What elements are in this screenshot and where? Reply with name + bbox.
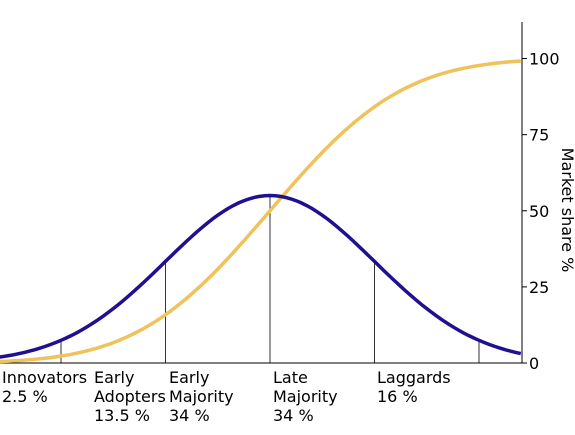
y-axis: 0 25 50 75 100 Market share % [521, 22, 575, 373]
segment-share: 2.5 % [2, 387, 48, 406]
series-lines [0, 59, 522, 364]
plot-area [0, 195, 522, 364]
y-tick-label: 50 [529, 202, 549, 221]
segment-name: Laggards [377, 368, 451, 387]
segment-name: Majority [169, 387, 234, 406]
segment-name: Majority [273, 387, 338, 406]
segment-share: 34 % [273, 406, 314, 425]
y-tick-label: 0 [529, 354, 539, 373]
segment-name: Early [169, 368, 209, 387]
cumulative-curve [0, 59, 521, 364]
segment-share: 16 % [377, 387, 418, 406]
segment-name: Innovators [2, 368, 87, 387]
y-tick-label: 75 [529, 126, 549, 145]
y-axis-title: Market share % [558, 148, 575, 273]
segment-name: Late [273, 368, 308, 387]
segment-share: 13.5 % [94, 406, 150, 425]
y-tick-label: 25 [529, 278, 549, 297]
segment-name: Adopters [94, 387, 166, 406]
y-tick-label: 100 [529, 50, 560, 69]
segment-name: Early [94, 368, 134, 387]
adoption-bell-curve [0, 193, 522, 359]
segment-share: 34 % [169, 406, 210, 425]
